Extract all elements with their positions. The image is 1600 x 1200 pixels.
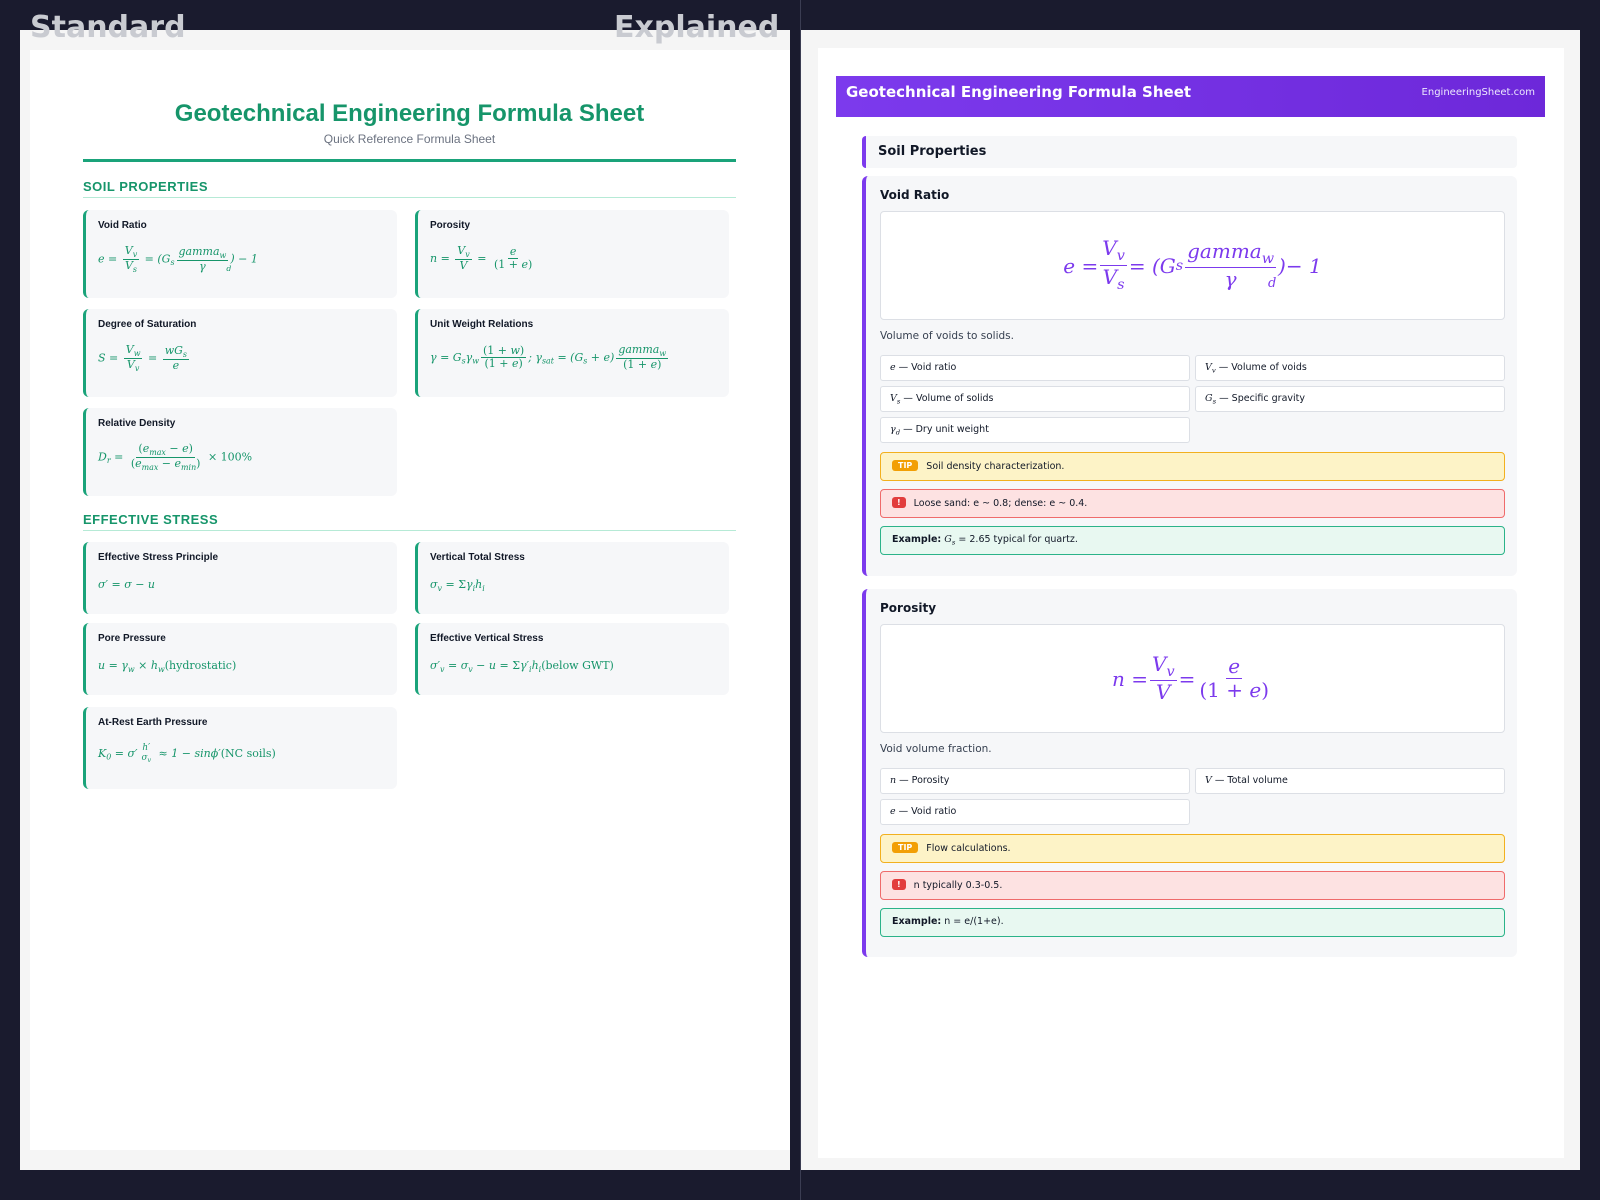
formula-name: Void Ratio [98, 220, 147, 231]
explained-card: Void Ratio e = Vv Vs = (G s gammaw γ) d − 1 V… [862, 176, 1517, 576]
formula-card: Porosity n = Vv V = e (1 + e) [415, 210, 729, 298]
formula-name: Effective Vertical Stress [430, 633, 544, 644]
formula-card: Unit Weight Relations γ = Gsγw (1 + w) (1 … [415, 309, 729, 397]
formula-name: Porosity [430, 220, 471, 231]
variable-item: n — Porosity [880, 768, 1190, 794]
formula-description: Void volume fraction. [880, 743, 992, 755]
tip-badge: TIP [892, 842, 919, 853]
section-header: Soil Properties [862, 136, 1517, 168]
explained-label: Explained [614, 10, 780, 45]
explained-card: Porosity n = Vv V = e (1 + e) Void volume … [862, 589, 1517, 957]
formula-card: Degree of Saturation S = Vw Vv = wGs e [83, 309, 397, 397]
formula-card: Effective Vertical Stress σ′v = σv − u =… [415, 623, 729, 695]
tip-box: TIP Soil density characterization. [880, 452, 1505, 481]
formula-equation: σv = Σγihi [430, 578, 485, 593]
equation-box: n = Vv V = e (1 + e) [880, 624, 1505, 733]
standard-page: Geotechnical Engineering Formula Sheet Q… [30, 50, 790, 1150]
formula-card: At-Rest Earth Pressure K0 = σ′ h′ σv ≈ 1 −… [83, 707, 397, 789]
section-title: Soil Properties [878, 144, 987, 159]
warning-box: ! n typically 0.3-0.5. [880, 871, 1505, 900]
variable-item: γd — Dry unit weight [880, 417, 1190, 443]
tip-badge: TIP [892, 460, 919, 471]
formula-name: Vertical Total Stress [430, 552, 525, 563]
section-effective-stress: EFFECTIVE STRESS [83, 512, 736, 531]
warning-text: n typically 0.3-0.5. [913, 880, 1003, 891]
formula-equation: n = Vv V = e (1 + e) [430, 244, 533, 272]
equation-box: e = Vv Vs = (G s gammaw γ) d − 1 [880, 211, 1505, 320]
formula-name: At-Rest Earth Pressure [98, 717, 208, 728]
formula-equation: Dr = (emax − e) (emax − emin) × 100% [98, 442, 253, 472]
example-box: Example: Gs = 2.65 typical for quartz. [880, 526, 1505, 555]
site-name: EngineeringSheet.com [1421, 87, 1535, 98]
section-soil-properties: SOIL PROPERTIES [83, 179, 736, 198]
header-title: Geotechnical Engineering Formula Sheet [846, 83, 1192, 101]
formula-card: Pore Pressure u = γw × hw(hydrostatic) [83, 623, 397, 695]
standard-label: Standard [30, 10, 186, 45]
formula-card: Void Ratio e = Vv Vs = (Gs gammaw γ) d − 1 [83, 210, 397, 298]
formula-card: Effective Stress Principle σ′ = σ − u [83, 542, 397, 614]
warning-icon: ! [892, 497, 906, 508]
tip-text: Soil density characterization. [926, 461, 1065, 472]
formula-description: Volume of voids to solids. [880, 330, 1014, 342]
variable-item: e — Void ratio [880, 355, 1190, 381]
variable-item: Vv — Volume of voids [1195, 355, 1505, 381]
formula-equation: S = Vw Vv = wGs e [98, 343, 189, 373]
example-box: Example: n = e/(1+e). [880, 908, 1505, 937]
panel-divider [800, 0, 801, 1200]
formula-name: Porosity [880, 601, 937, 615]
warning-icon: ! [892, 879, 906, 890]
formula-equation: n = Vv V = e (1 + e) [1111, 651, 1269, 705]
formula-name: Void Ratio [880, 188, 950, 202]
formula-name: Pore Pressure [98, 633, 166, 644]
page-title: Geotechnical Engineering Formula Sheet [174, 100, 645, 127]
example-label: Example: [892, 534, 942, 545]
page-subtitle: Quick Reference Formula Sheet [323, 132, 496, 146]
formula-card: Vertical Total Stress σv = Σγihi [415, 542, 729, 614]
formula-card: Relative Density Dr = (emax − e) (emax − … [83, 408, 397, 496]
tip-box: TIP Flow calculations. [880, 834, 1505, 863]
variable-item: Gs — Specific gravity [1195, 386, 1505, 412]
formula-name: Degree of Saturation [98, 319, 197, 330]
example-text: = 2.65 typical for quartz. [958, 534, 1078, 545]
formula-name: Effective Stress Principle [98, 552, 219, 563]
warning-text: Loose sand: e ~ 0.8; dense: e ~ 0.4. [913, 498, 1088, 509]
formula-equation: u = γw × hw(hydrostatic) [98, 659, 237, 674]
formula-equation: γ = Gsγw (1 + w) (1 + e); γsat = (Gs + e) g… [430, 343, 669, 371]
formula-equation: σ′v = σv − u = Σγ′ihi(below GWT) [430, 659, 614, 674]
tip-text: Flow calculations. [926, 843, 1011, 854]
variable-item: V — Total volume [1195, 768, 1505, 794]
formula-name: Unit Weight Relations [430, 319, 534, 330]
formula-name: Relative Density [98, 418, 176, 429]
title-rule [83, 159, 736, 162]
formula-equation: σ′ = σ − u [98, 578, 156, 591]
formula-equation: K0 = σ′ h′ σv ≈ 1 − sinϕ′(NC soils) [98, 743, 276, 765]
example-label: Example: [892, 916, 942, 927]
warning-box: ! Loose sand: e ~ 0.8; dense: e ~ 0.4. [880, 489, 1505, 518]
explained-header: Geotechnical Engineering Formula Sheet E… [836, 76, 1545, 117]
variable-item: e — Void ratio [880, 799, 1190, 825]
variable-item: Vs — Volume of solids [880, 386, 1190, 412]
example-text: n = e/(1+e). [944, 916, 1004, 927]
